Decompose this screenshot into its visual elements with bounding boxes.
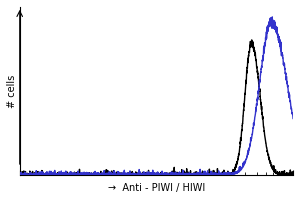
Y-axis label: # cells: # cells <box>7 75 17 108</box>
X-axis label: →  Anti - PIWI / HIWI: → Anti - PIWI / HIWI <box>108 183 205 193</box>
